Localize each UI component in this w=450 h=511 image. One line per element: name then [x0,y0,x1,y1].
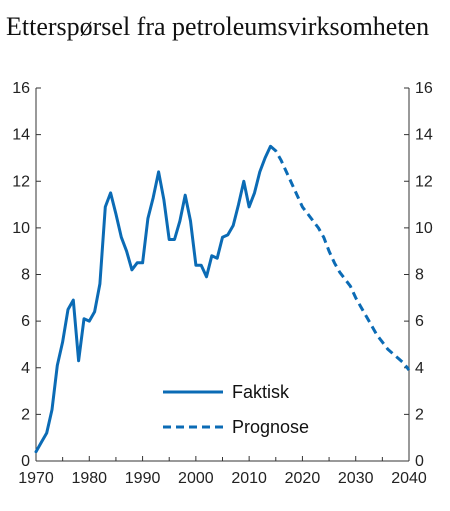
x-tick-label: 2010 [231,470,267,487]
legend: Faktisk Prognose [163,382,309,437]
y-tick-label-left: 8 [21,267,30,284]
x-tick-label: 2000 [178,470,214,487]
series-lines [34,144,411,454]
y-tick-label-left: 6 [21,313,30,330]
y-tick-label-left: 10 [12,220,30,237]
y-tick-label-right: 0 [415,453,424,470]
y-tick-label-left: 4 [21,360,30,377]
x-tick-label: 1990 [125,470,161,487]
y-tick-label-right: 4 [415,360,424,377]
y-tick-label-left: 16 [12,80,30,97]
x-tick-label: 2040 [391,470,427,487]
x-tick-label: 2020 [285,470,321,487]
y-tick-label-right: 14 [415,127,433,144]
series-line-prognose [269,145,411,372]
legend-label-prognose: Prognose [232,417,309,437]
x-tick-label: 2030 [338,470,374,487]
y-tick-label-right: 8 [415,267,424,284]
y-tick-label-left: 0 [21,453,30,470]
y-tick-label-right: 2 [415,406,424,423]
y-tick-label-left: 12 [12,173,30,190]
y-tick-label-right: 10 [415,220,433,237]
y-tick-label-right: 16 [415,80,433,97]
y-tick-label-left: 2 [21,406,30,423]
x-tick-label: 1970 [18,470,54,487]
axes: 0 0 2 2 4 4 6 6 8 8 10 10 12 12 14 14 16 16 1970 1980 1990 20… [12,80,433,487]
legend-label-faktisk: Faktisk [232,382,290,402]
y-tick-label-right: 6 [415,313,424,330]
chart-title: Etterspørsel fra petroleumsvirksomheten [6,12,430,41]
y-tick-label-right: 12 [415,173,433,190]
y-tick-label-left: 14 [12,127,30,144]
series-line-faktisk [34,144,272,454]
x-tick-label: 1980 [71,470,107,487]
